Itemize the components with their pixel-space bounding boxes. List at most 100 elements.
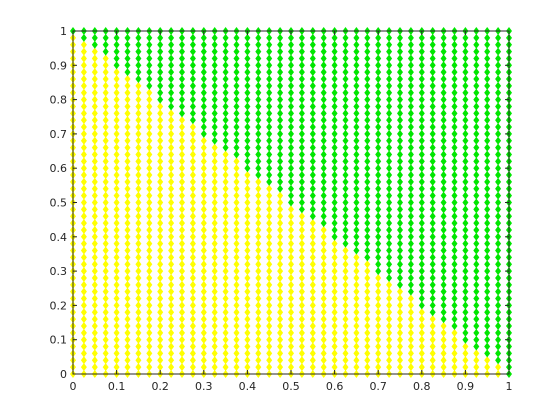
- point-below-boundary: [244, 253, 251, 262]
- point-below-boundary: [397, 301, 403, 310]
- point-below-boundary: [451, 335, 458, 344]
- point-above-boundary: [342, 184, 349, 193]
- point-above-boundary: [353, 246, 360, 255]
- point-above-boundary: [342, 239, 349, 248]
- point-below-boundary: [113, 75, 120, 84]
- point-below-boundary: [124, 150, 131, 159]
- point-below-boundary: [80, 157, 87, 166]
- point-above-boundary: [189, 95, 196, 104]
- point-above-boundary: [309, 205, 316, 214]
- point-below-boundary: [179, 349, 185, 358]
- point-above-boundary: [462, 287, 469, 296]
- point-above-boundary: [440, 198, 447, 207]
- point-below-boundary: [124, 212, 131, 221]
- point-above-boundary: [255, 143, 262, 152]
- point-above-boundary: [462, 136, 469, 145]
- point-below-boundary: [288, 219, 294, 228]
- point-below-boundary: [91, 253, 98, 262]
- point-above-boundary: [440, 54, 447, 63]
- point-above-boundary: [462, 40, 469, 49]
- point-above-boundary: [484, 260, 491, 269]
- point-below-boundary: [309, 225, 316, 234]
- point-above-boundary: [440, 205, 447, 214]
- point-above-boundary: [495, 171, 502, 180]
- point-above-boundary: [375, 40, 382, 49]
- point-below-boundary: [189, 205, 196, 214]
- point-above-boundary: [473, 260, 480, 269]
- point-below-boundary: [91, 260, 98, 269]
- point-above-boundary: [451, 198, 458, 207]
- point-above-boundary: [211, 68, 218, 77]
- point-below-boundary: [91, 246, 98, 255]
- point-above-boundary: [168, 75, 175, 84]
- point-above-boundary: [211, 136, 218, 145]
- point-below-boundary: [135, 205, 142, 214]
- point-above-boundary: [473, 205, 480, 214]
- point-below-boundary: [244, 260, 251, 269]
- point-above-boundary: [462, 239, 469, 248]
- point-below-boundary: [342, 356, 349, 365]
- point-above-boundary: [462, 75, 469, 84]
- point-above-boundary: [266, 157, 273, 166]
- point-above-boundary: [484, 143, 491, 152]
- point-above-boundary: [353, 239, 360, 248]
- point-below-boundary: [277, 253, 284, 262]
- point-below-boundary: [211, 212, 218, 221]
- point-above-boundary: [407, 33, 414, 42]
- point-above-boundary: [353, 129, 360, 138]
- point-above-boundary: [397, 253, 403, 262]
- point-above-boundary: [495, 287, 502, 296]
- point-above-boundary: [429, 205, 436, 214]
- point-below-boundary: [146, 205, 153, 214]
- point-below-boundary: [331, 239, 338, 248]
- point-above-boundary: [342, 40, 349, 49]
- point-above-boundary: [244, 75, 251, 84]
- point-below-boundary: [440, 356, 447, 365]
- point-above-boundary: [429, 75, 436, 84]
- point-below-boundary: [331, 287, 338, 296]
- point-below-boundary: [288, 287, 294, 296]
- point-above-boundary: [309, 212, 316, 221]
- point-below-boundary: [80, 198, 87, 207]
- point-below-boundary: [102, 356, 109, 365]
- point-below-boundary: [113, 349, 120, 358]
- point-below-boundary: [135, 164, 142, 173]
- point-above-boundary: [146, 61, 153, 70]
- point-below-boundary: [80, 260, 87, 269]
- point-below-boundary: [200, 239, 207, 248]
- point-above-boundary: [298, 136, 305, 145]
- point-above-boundary: [222, 95, 229, 104]
- point-above-boundary: [342, 232, 349, 241]
- point-above-boundary: [113, 47, 120, 56]
- point-below-boundary: [102, 287, 109, 296]
- point-below-boundary: [179, 205, 185, 214]
- point-above-boundary: [429, 129, 436, 138]
- point-below-boundary: [189, 321, 196, 330]
- point-above-boundary: [157, 88, 164, 97]
- point-below-boundary: [353, 260, 360, 269]
- point-below-boundary: [364, 301, 371, 310]
- point-above-boundary: [342, 109, 349, 118]
- y-tick-label: 0.8: [50, 94, 68, 107]
- point-above-boundary: [495, 253, 502, 262]
- point-above-boundary: [473, 335, 480, 344]
- point-below-boundary: [168, 212, 175, 221]
- point-above-boundary: [255, 40, 262, 49]
- point-above-boundary: [484, 198, 491, 207]
- point-above-boundary: [342, 225, 349, 234]
- point-above-boundary: [375, 68, 382, 77]
- point-below-boundary: [157, 267, 164, 276]
- y-tick-label: 0.2: [50, 299, 68, 312]
- point-below-boundary: [320, 308, 327, 317]
- point-above-boundary: [462, 81, 469, 90]
- point-above-boundary: [200, 102, 207, 111]
- point-above-boundary: [440, 123, 447, 132]
- point-above-boundary: [375, 54, 382, 63]
- point-below-boundary: [320, 356, 327, 365]
- point-above-boundary: [451, 171, 458, 180]
- point-above-boundary: [288, 88, 294, 97]
- point-below-boundary: [288, 267, 294, 276]
- point-below-boundary: [91, 95, 98, 104]
- point-above-boundary: [462, 232, 469, 241]
- point-above-boundary: [375, 33, 382, 42]
